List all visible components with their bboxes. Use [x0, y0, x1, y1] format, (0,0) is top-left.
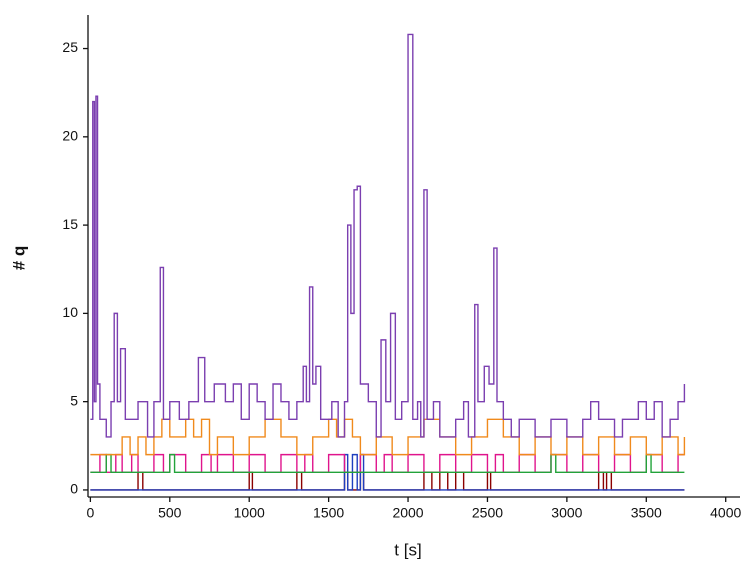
y-tick-label: 0 [70, 481, 78, 497]
y-tick-label: 25 [62, 39, 78, 55]
series-line [90, 418, 686, 456]
x-tick-label: 3000 [551, 505, 582, 521]
y-tick-label: 10 [62, 304, 78, 320]
x-tick-label: 4000 [710, 505, 741, 521]
series-line [90, 453, 685, 473]
x-tick-label: 2500 [472, 505, 503, 521]
x-axis-label: t [s] [394, 540, 421, 559]
series-line [90, 453, 685, 473]
x-tick-label: 500 [158, 505, 182, 521]
y-tick-label: 5 [70, 392, 78, 408]
x-tick-label: 2000 [392, 505, 423, 521]
y-tick-label: 15 [62, 216, 78, 232]
x-tick-label: 1000 [234, 505, 265, 521]
y-axis-label: # q [9, 246, 28, 271]
y-tick-label: 20 [62, 128, 78, 144]
series-line [90, 471, 685, 491]
x-tick-label: 1500 [313, 505, 344, 521]
series-line [90, 33, 686, 438]
x-tick-label: 3500 [631, 505, 662, 521]
x-tick-label: 0 [86, 505, 94, 521]
